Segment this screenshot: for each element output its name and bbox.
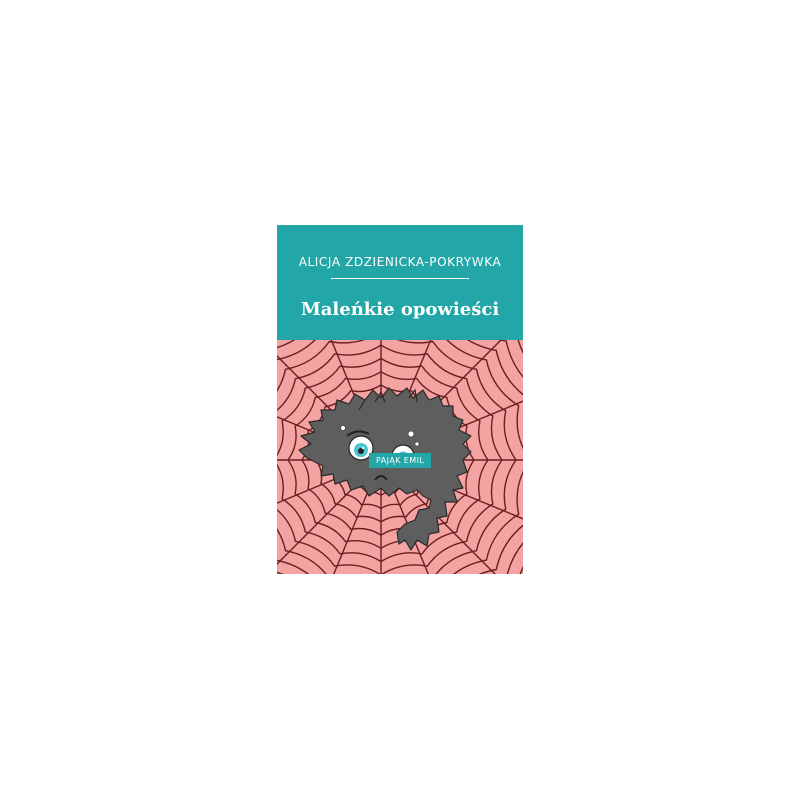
divider-line xyxy=(331,278,469,279)
cover-header-band: ALICJA ZDZIENICKA-POKRYWKA Maleńkie opow… xyxy=(277,225,523,340)
cover-illustration-area: PAJĄK EMIL xyxy=(277,340,523,574)
web-ring xyxy=(277,340,523,574)
web-ring xyxy=(277,340,517,574)
author-name: ALICJA ZDZIENICKA-POKRYWKA xyxy=(298,255,502,269)
web-spoke xyxy=(333,459,382,574)
book-cover: ALICJA ZDZIENICKA-POKRYWKA Maleńkie opow… xyxy=(277,225,523,574)
web-ring xyxy=(277,344,503,574)
web-spoke xyxy=(380,459,429,574)
subtitle-label: PAJĄK EMIL xyxy=(369,453,432,468)
spider-web-illustration xyxy=(277,340,523,574)
web-ring xyxy=(277,357,489,563)
book-title: Maleńkie opowieści xyxy=(300,299,500,320)
